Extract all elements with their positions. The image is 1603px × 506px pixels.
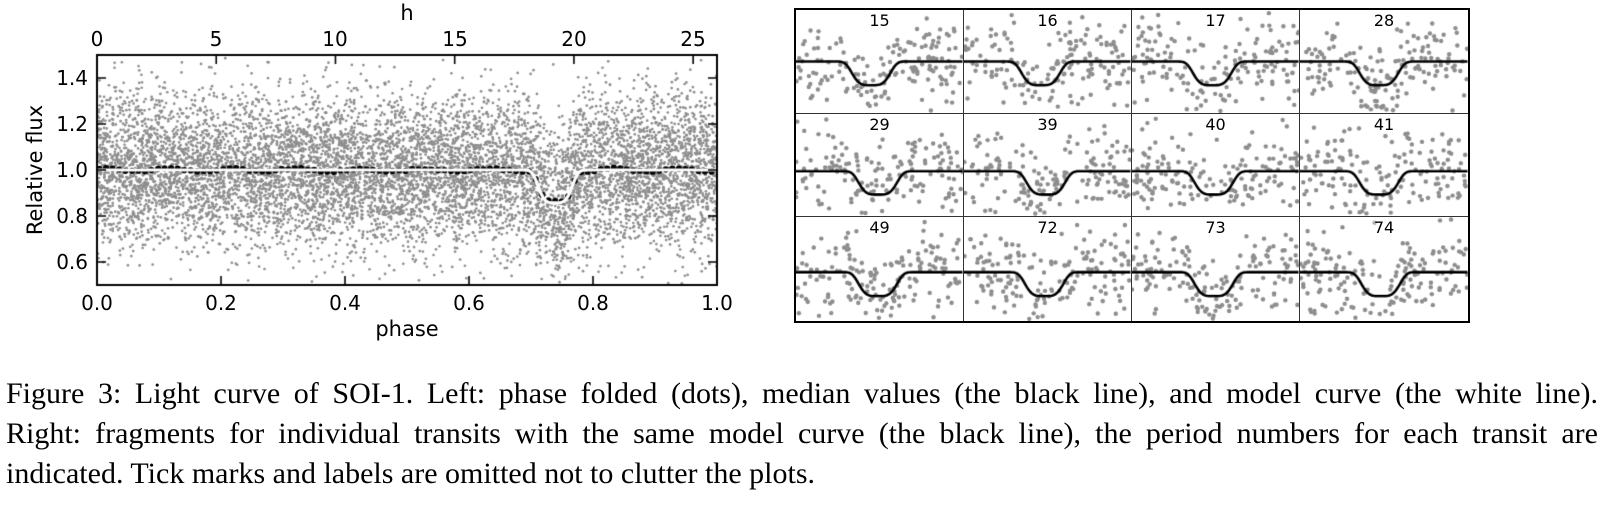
top-tick-label: 15 [442,27,468,51]
period-number-label: 28 [1373,11,1395,30]
caption-line-3: indicated. Tick marks and labels are omi… [6,457,816,490]
caption-line-2: Right: fragments for individual transits… [6,417,1598,450]
caption-line-1: Figure 3: Light curve of SOI-1. Left: ph… [6,377,1598,410]
top-tick-label: 10 [322,27,348,51]
transit-cell-41: 41 [1300,113,1468,218]
period-number-label: 39 [1037,114,1058,134]
period-number-label: 41 [1373,114,1395,134]
y-tick-label: 0.8 [56,204,88,228]
y-axis-label: Relative flux [23,104,47,236]
period-number-label: 17 [1205,11,1226,30]
x-tick-label: 0.6 [453,291,485,315]
period-number-label: 74 [1373,218,1395,238]
transit-cell-40: 40 [1132,113,1300,218]
period-number-label: 16 [1037,11,1058,30]
transit-cell-canvas [1132,10,1299,113]
x-tick-label: 1.0 [701,291,733,315]
x-tick-label: 0.4 [329,291,361,315]
transit-cell-15: 15 [796,10,964,114]
top-tick-label: 5 [209,27,223,51]
transit-cell-canvas [964,113,1131,217]
period-number-label: 72 [1037,218,1058,238]
y-tick-label: 0.6 [56,250,88,274]
x-tick-label: 0.8 [577,291,609,315]
x-tick-label: 0.2 [205,291,237,315]
transit-cell-canvas [964,217,1131,321]
transit-cell-49: 49 [796,217,964,321]
bottom-axis-label: phase [375,317,439,341]
x-tick-label: 0.0 [81,291,113,315]
transit-cell-canvas [1300,113,1468,217]
transit-cell-canvas [1132,217,1299,321]
transit-cell-canvas [796,217,963,321]
transit-cell-canvas [1300,10,1468,113]
transit-cell-canvas [796,113,963,217]
y-tick-label: 1.0 [56,158,88,182]
period-number-label: 15 [869,11,890,30]
transit-cell-29: 29 [796,113,964,218]
transit-cell-72: 72 [964,217,1132,321]
transit-cell-28: 28 [1300,10,1468,114]
y-tick-label: 1.2 [56,112,88,136]
transit-cell-73: 73 [1132,217,1300,321]
top-tick-label: 20 [561,27,587,51]
transit-cell-74: 74 [1300,217,1468,321]
period-number-label: 29 [869,114,890,134]
phase-folded-plot: h 0 5 10 15 20 25 1.4 1.2 1.0 0.8 0.6 0.… [0,0,760,360]
transit-cell-canvas [1300,217,1468,321]
period-number-label: 49 [869,218,890,238]
top-tick-label: 25 [680,27,706,51]
top-tick-label: 0 [90,27,104,51]
transit-cell-canvas [1132,113,1299,217]
period-number-label: 40 [1205,114,1226,134]
top-axis-label: h [400,1,414,25]
transit-cell-canvas [796,10,963,113]
phase-folded-canvas [0,0,760,360]
figure-caption: Figure 3: Light curve of SOI-1. Left: ph… [6,374,1598,494]
y-tick-label: 1.4 [56,66,88,90]
transit-cell-17: 17 [1132,10,1300,114]
transit-cell-canvas [964,10,1131,113]
individual-transits-panel: 15 16 17 28 29 39 40 41 49 72 73 74 [794,8,1470,323]
period-number-label: 73 [1205,218,1226,238]
transit-cell-16: 16 [964,10,1132,114]
transit-cell-39: 39 [964,113,1132,218]
